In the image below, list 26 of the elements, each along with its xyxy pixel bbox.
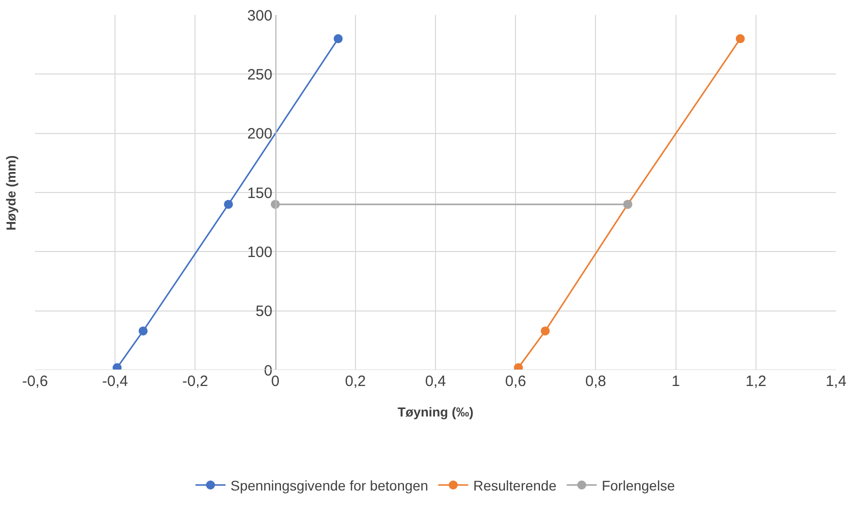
x-tick-label: 1,2 [745,373,766,390]
x-tick-label: 0,6 [505,373,526,390]
y-tick-label: 300 [247,7,272,24]
x-tick-label: 1,4 [826,373,846,390]
y-axis-title: Høyde (mm) [3,155,18,230]
x-tick-label: -0,2 [182,373,208,390]
point [224,200,233,209]
x-tick-label: 1 [672,373,680,390]
x-tick-label: -0,6 [22,373,48,390]
legend-label: Resulterende [473,477,557,494]
point [138,326,148,336]
y-tick-label: 200 [247,126,272,143]
x-tick-label: 0,4 [425,373,446,390]
y-tick-label: 100 [247,244,272,261]
point [540,326,550,336]
y-tick-label: 150 [247,184,272,202]
x-axis-title: Tøyning (‰) [398,404,474,420]
y-tick-label: 250 [247,66,272,84]
y-tick-label: 50 [256,303,272,320]
legend-label: Spenningsgivende for betongen [230,477,428,494]
point [334,34,343,44]
legend-label: Forlengelse [602,477,676,494]
point [736,34,745,44]
x-tick-label: -0,4 [102,373,128,390]
x-tick-label: 0,2 [344,373,366,390]
x-tick-label: 0,8 [585,373,606,390]
